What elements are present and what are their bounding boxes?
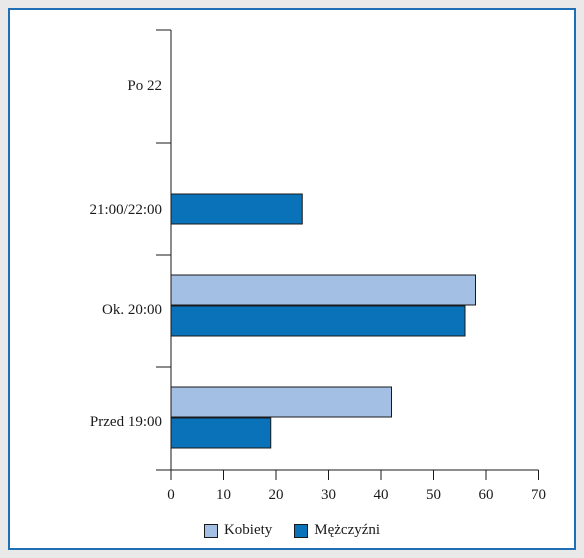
axes-layer: [156, 29, 539, 480]
bar-mezczyzni-2: [170, 305, 466, 337]
category-label-2: Ok. 20:00: [102, 302, 162, 318]
legend-label-mezczyzni: Mężczyźni: [314, 522, 381, 538]
x-tick-label-40: 40: [374, 487, 389, 503]
legend: Kobiety Mężczyźni: [0, 522, 584, 539]
legend-swatch-mezczyzni: [294, 523, 309, 538]
legend-item-kobiety: Kobiety: [203, 522, 273, 539]
category-label-1: 21:00/22:00: [89, 202, 162, 218]
bar-kobiety-3: [170, 386, 392, 418]
category-label-0: Po 22: [127, 78, 162, 94]
x-tick-label-20: 20: [269, 487, 284, 503]
legend-swatch-kobiety: [203, 523, 218, 538]
legend-item-mezczyzni: Mężczyźni: [294, 522, 380, 539]
bar-mezczyzni-1: [170, 193, 303, 225]
legend-label-kobiety: Kobiety: [223, 522, 273, 538]
x-tick-label-50: 50: [426, 487, 441, 503]
bars-layer: [170, 193, 476, 449]
bar-mezczyzni-3: [170, 417, 272, 449]
x-tick-label-10: 10: [216, 487, 231, 503]
category-label-3: Przed 19:00: [90, 414, 162, 430]
x-tick-label-60: 60: [479, 487, 494, 503]
x-tick-label-70: 70: [531, 487, 546, 503]
labels-layer: 0 10 20 30 40 50 60 70 Po 22 21:00/22:00 Ok. 20:00…: [89, 78, 546, 503]
x-tick-label-30: 30: [321, 487, 336, 503]
bar-kobiety-2: [170, 274, 476, 306]
x-tick-label-0: 0: [167, 487, 175, 503]
